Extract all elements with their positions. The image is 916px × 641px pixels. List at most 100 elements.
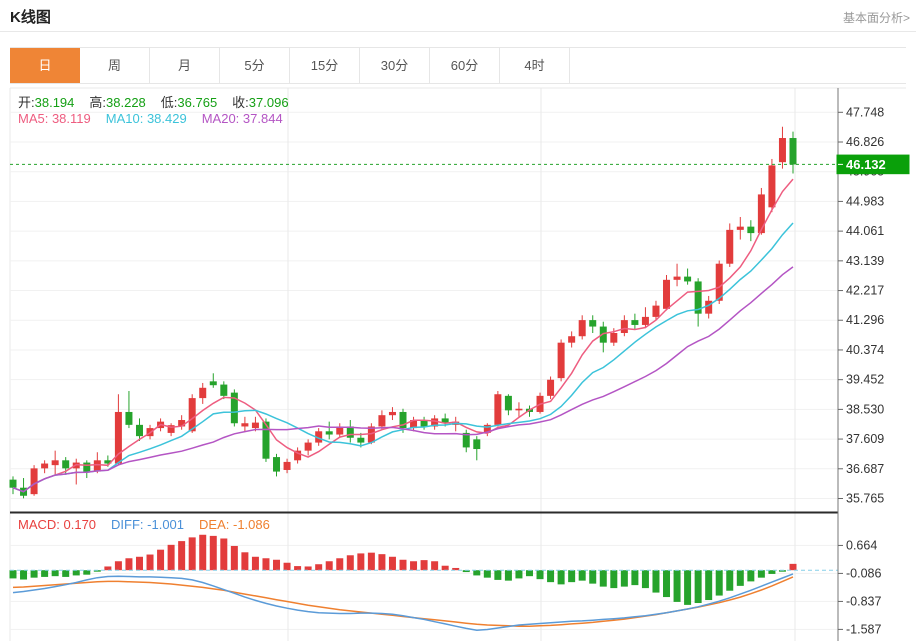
candle-body bbox=[241, 423, 249, 427]
candle-body bbox=[251, 422, 259, 429]
fundamental-analysis-link[interactable]: 基本面分析> bbox=[842, 11, 910, 25]
macd-bar bbox=[51, 570, 59, 577]
candle-body bbox=[494, 394, 502, 425]
tab-interval-7[interactable]: 4时 bbox=[500, 48, 570, 83]
macd-bar bbox=[146, 554, 154, 571]
macd-histogram-layer bbox=[9, 534, 797, 605]
macd-bar bbox=[399, 559, 407, 571]
candle-body bbox=[399, 411, 407, 429]
macd-legend-item-0: MACD: 0.170 bbox=[18, 517, 97, 532]
macd-bar bbox=[72, 570, 80, 576]
candle-body bbox=[483, 424, 491, 433]
tab-interval-1[interactable]: 周 bbox=[80, 48, 150, 83]
ma-legend-item-2: MA20: 37.844 bbox=[201, 111, 283, 126]
y-axis-label: 42.217 bbox=[846, 284, 884, 298]
page-title: K线图 bbox=[10, 9, 51, 26]
macd-bar bbox=[157, 549, 165, 571]
candle-body bbox=[757, 194, 765, 234]
candle-body bbox=[199, 387, 207, 399]
macd-bar bbox=[726, 570, 734, 591]
macd-bar bbox=[178, 541, 186, 571]
candle-body bbox=[188, 398, 196, 432]
macd-bar bbox=[557, 570, 565, 585]
macd-bar bbox=[663, 570, 671, 598]
candle-body bbox=[336, 426, 344, 435]
header-divider bbox=[0, 31, 916, 32]
y-axis-label: 43.139 bbox=[846, 254, 884, 268]
macd-bar bbox=[199, 534, 207, 571]
panel-separator bbox=[10, 511, 838, 514]
candle-body bbox=[410, 420, 418, 429]
macd-bar bbox=[494, 570, 502, 580]
candle-body bbox=[768, 165, 776, 208]
tab-interval-5[interactable]: 30分 bbox=[360, 48, 430, 83]
ma-legend: MA5: 38.119 MA10: 38.429 MA20: 37.844 bbox=[18, 111, 298, 126]
y-axis-label: 46.826 bbox=[846, 135, 884, 149]
candle-body bbox=[367, 426, 375, 443]
candle-body bbox=[673, 276, 681, 280]
macd-bar bbox=[283, 562, 291, 571]
tab-interval-3[interactable]: 5分 bbox=[220, 48, 290, 83]
tab-interval-4[interactable]: 15分 bbox=[290, 48, 360, 83]
current-price-badge: 46.132 bbox=[836, 154, 910, 175]
candle-body bbox=[230, 392, 238, 424]
macd-bar bbox=[715, 570, 723, 596]
ohlc-legend-item-2: 低:36.765 bbox=[160, 95, 218, 110]
ma20-line bbox=[12, 266, 794, 493]
macd-bar bbox=[641, 570, 649, 589]
macd-legend-item-1: DIFF: -1.001 bbox=[111, 517, 185, 532]
macd-bar bbox=[452, 567, 460, 571]
ohlc-legend-item-0: 开:38.194 bbox=[18, 95, 75, 110]
y-axis-label: 41.296 bbox=[846, 313, 884, 327]
macd-bar bbox=[536, 570, 544, 580]
candle-body bbox=[504, 395, 512, 411]
macd-axis-label: -1.587 bbox=[846, 622, 881, 636]
macd-bar bbox=[9, 570, 17, 579]
macd-bar bbox=[631, 570, 639, 586]
candle-body bbox=[135, 424, 143, 437]
candle-body bbox=[663, 279, 671, 309]
ma-legend-item-0: MA5: 38.119 bbox=[18, 111, 91, 126]
macd-bar bbox=[388, 556, 396, 571]
macd-bar bbox=[346, 555, 354, 571]
candle-body bbox=[220, 384, 228, 396]
macd-bar bbox=[357, 553, 365, 571]
macd-bar bbox=[620, 570, 628, 587]
tab-interval-0[interactable]: 日 bbox=[10, 48, 80, 83]
candle-body bbox=[715, 263, 723, 301]
candle-body bbox=[62, 460, 70, 469]
y-axis-label: 47.748 bbox=[846, 105, 884, 119]
macd-bar bbox=[705, 570, 713, 601]
macd-bar bbox=[589, 570, 597, 584]
grid-layer bbox=[9, 87, 906, 641]
candle-body bbox=[262, 421, 270, 459]
macd-bar bbox=[83, 570, 91, 575]
macd-axis-label: 0.664 bbox=[846, 538, 877, 552]
tab-interval-2[interactable]: 月 bbox=[150, 48, 220, 83]
candle-body bbox=[30, 468, 38, 495]
tab-interval-6[interactable]: 60分 bbox=[430, 48, 500, 83]
macd-bar bbox=[220, 538, 228, 571]
y-axis-label: 39.452 bbox=[846, 373, 884, 387]
candle-body bbox=[420, 420, 428, 427]
macd-bar bbox=[473, 570, 481, 576]
badge-background bbox=[836, 154, 910, 175]
macd-bar bbox=[768, 570, 776, 574]
candle-body bbox=[167, 425, 175, 433]
candle-body bbox=[283, 461, 291, 470]
diff-line bbox=[12, 573, 794, 632]
macd-legend: MACD: 0.170 DIFF: -1.001 DEA: -1.086 bbox=[18, 517, 285, 532]
macd-bar bbox=[694, 570, 702, 604]
macd-bar bbox=[378, 554, 386, 571]
macd-bar bbox=[188, 537, 196, 571]
candle-body bbox=[736, 226, 744, 230]
macd-bar bbox=[673, 570, 681, 602]
macd-bar bbox=[736, 570, 744, 586]
macd-bar bbox=[684, 570, 692, 605]
macd-bar bbox=[515, 570, 523, 579]
candle-body bbox=[747, 226, 755, 234]
macd-bar bbox=[367, 552, 375, 571]
candle-body bbox=[694, 281, 702, 314]
candle-body bbox=[462, 432, 470, 448]
